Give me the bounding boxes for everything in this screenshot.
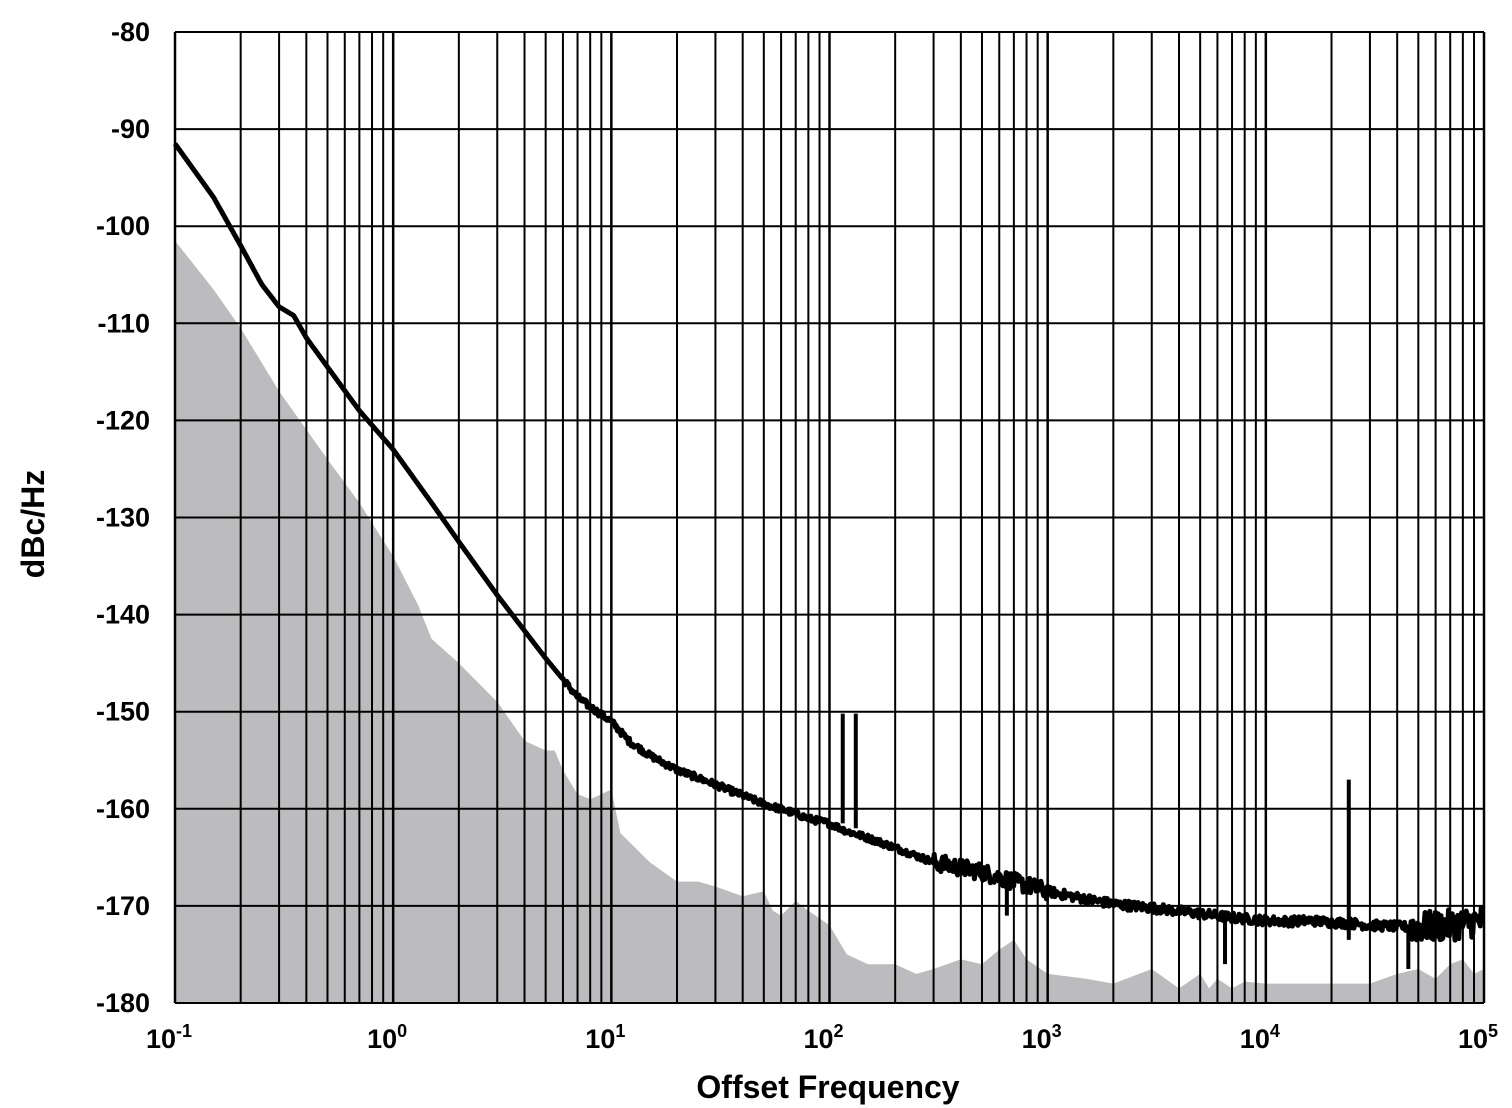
y-tick-label: -150 [96, 697, 150, 727]
x-tick-label: 104 [1240, 1021, 1280, 1054]
y-axis-title: dBc/Hz [15, 470, 51, 578]
x-tick-label: 101 [585, 1021, 625, 1054]
y-tick-label: -90 [111, 114, 150, 144]
x-tick-label: 105 [1458, 1021, 1498, 1054]
y-tick-labels: -80 -90 -100 -110 -120 -130 -140 -150 -160 -170 -1… [96, 17, 150, 1018]
y-tick-label: -110 [97, 308, 150, 338]
y-tick-label: -120 [96, 405, 150, 435]
y-tick-label: -80 [111, 17, 150, 47]
x-tick-label: 102 [803, 1021, 843, 1054]
x-tick-labels: 10-1 100 101 102 103 104 105 [146, 1021, 1498, 1054]
y-tick-label: -130 [96, 503, 150, 533]
y-tick-label: -160 [96, 794, 150, 824]
phase-noise-line [172, 142, 1486, 943]
noise-floor-area [175, 240, 1484, 1004]
grid-layer [173, 31, 1486, 1004]
x-tick-label: 103 [1022, 1021, 1062, 1054]
floor-area-layer [175, 240, 1484, 1004]
y-tick-label: -180 [96, 988, 150, 1018]
phase-noise-line-layer [172, 142, 1486, 970]
x-tick-label: 100 [367, 1021, 407, 1054]
y-tick-label: -170 [96, 891, 150, 921]
y-tick-label: -100 [96, 211, 150, 241]
y-tick-label: -140 [96, 600, 150, 630]
x-axis-title: Offset Frequency [696, 1069, 959, 1105]
x-tick-label: 10-1 [146, 1021, 192, 1054]
